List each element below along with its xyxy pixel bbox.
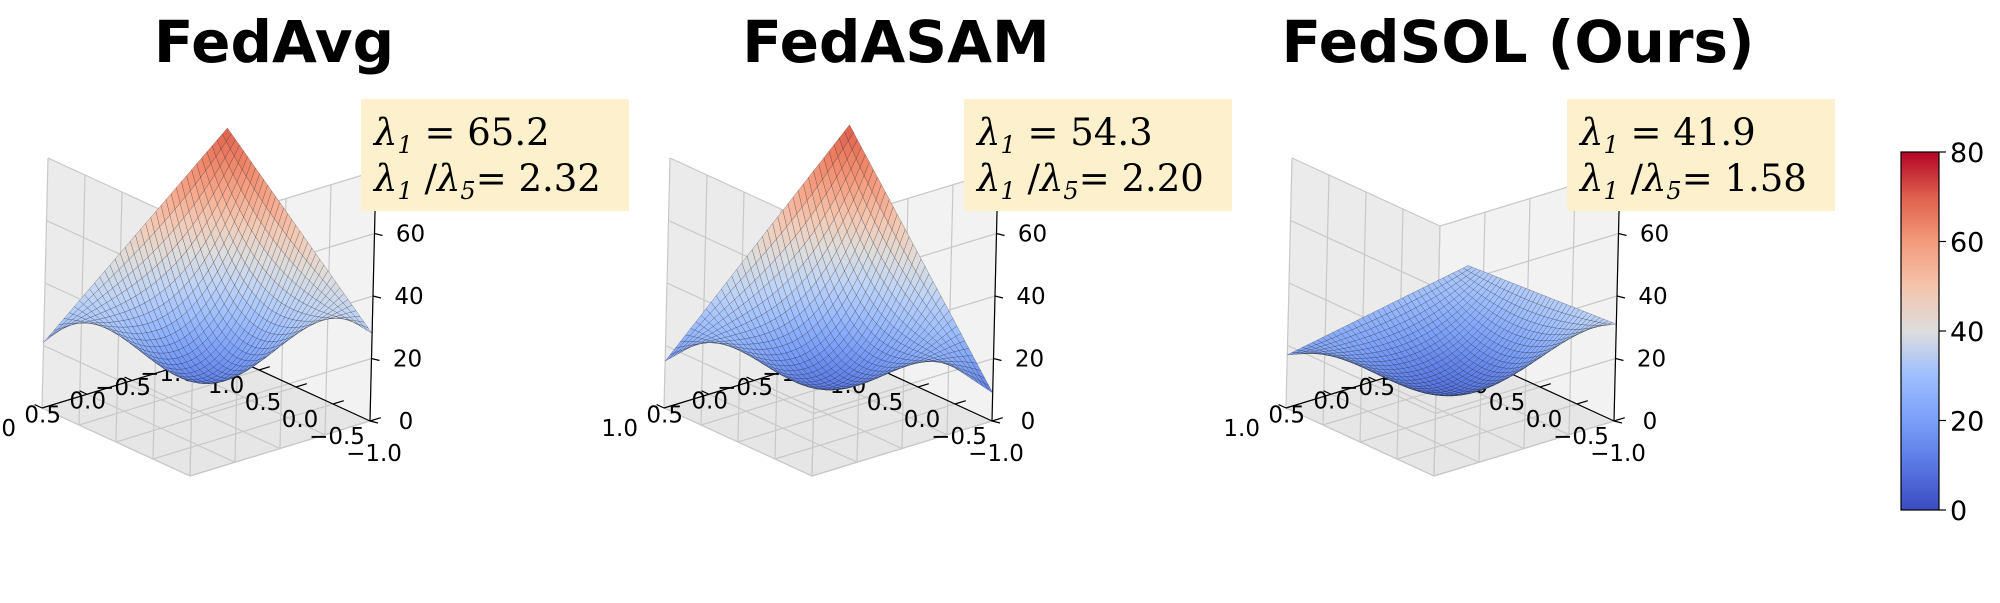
y-tick-label: −0.5	[931, 424, 987, 450]
z-tick-label: 20	[1015, 347, 1044, 373]
grid-line	[189, 420, 371, 477]
y-tick-mark	[746, 376, 755, 382]
z-tick-label: 60	[396, 222, 425, 248]
y-tick-mark	[34, 404, 43, 409]
z-tick-mark	[994, 295, 1004, 299]
panel-fedasam: FedASAM 1.00.50.0−0.5−1.01.00.50.0−0.5−1…	[601, 8, 1232, 477]
x-tick-label: 1.0	[1223, 416, 1260, 442]
grid-line	[811, 420, 993, 477]
z-tick-label: 40	[1016, 284, 1045, 310]
z-tick-label: 20	[1637, 347, 1666, 373]
eigen-annotation-box: λ1 = 41.9 λ1 /λ5= 1.58	[1567, 99, 1835, 211]
colorbar-tick-label: 40	[1950, 317, 1984, 348]
colorbar: 80 60 40 20 0	[1900, 138, 1984, 527]
z-tick-mark	[372, 295, 382, 299]
x-tick-label: 1.0	[0, 416, 16, 442]
grid-line	[663, 407, 813, 477]
y-tick-label: −0.5	[309, 424, 365, 450]
y-tick-mark	[701, 390, 710, 395]
z-tick-label: 20	[393, 347, 422, 373]
z-tick-mark	[993, 357, 1002, 362]
x-tick-mark	[295, 383, 307, 388]
surface-plot	[43, 127, 373, 384]
z-tick-mark	[1618, 232, 1627, 237]
x-tick-label: 0.0	[691, 389, 728, 415]
x-tick-label: −0.5	[95, 375, 151, 401]
z-tick-mark	[1616, 295, 1626, 299]
grid-line	[753, 379, 903, 450]
x-tick-label: 1.0	[601, 416, 638, 442]
grid-line	[43, 344, 192, 415]
annotation-background	[361, 99, 629, 211]
grid-line	[131, 379, 281, 450]
z-tick-label: 0	[399, 409, 414, 435]
colorbar-ticks: 80 60 40 20 0	[1939, 138, 1984, 527]
z-tick-label: 40	[1638, 284, 1667, 310]
panel-fedsol: FedSOL (Ours) 1.00.50.0−0.5−1.01.00.50.0…	[1223, 8, 1835, 477]
x-tick-label: 0.5	[1268, 402, 1305, 428]
surface-patch	[222, 127, 232, 142]
grid-line	[191, 357, 372, 415]
eigen-annotation-box: λ1 = 54.3 λ1 /λ5= 2.20	[964, 99, 1232, 211]
panel-fedavg: FedAvg 1.00.50.0−0.5−1.01.00.50.0−0.5−1.…	[0, 8, 629, 477]
panel-title: FedSOL (Ours)	[1281, 8, 1754, 76]
x-tick-mark	[369, 417, 381, 422]
colorbar-tick-label: 0	[1950, 496, 1967, 527]
y-tick-label: −1.0	[968, 441, 1024, 467]
y-tick-label: −1.0	[346, 441, 402, 467]
x-tick-label: 0.5	[646, 402, 683, 428]
z-tick-mark	[369, 420, 379, 424]
x-tick-mark	[954, 400, 966, 405]
x-tick-label: 0.5	[24, 402, 61, 428]
surface-plot	[664, 124, 993, 394]
z-tick-mark	[371, 357, 380, 362]
x-tick-mark	[258, 366, 270, 371]
lambda1-label: λ1 = 65.2	[372, 111, 550, 159]
y-tick-mark	[656, 404, 665, 409]
z-tick-mark	[996, 232, 1005, 237]
z-tick-label: 60	[1018, 222, 1047, 248]
colorbar-tick-label: 80	[1950, 138, 1984, 169]
colorbar-tick-label: 60	[1950, 228, 1984, 259]
colorbar-tick-label: 20	[1950, 407, 1984, 438]
eigen-ratio-label: λ1 /λ5= 2.32	[372, 157, 601, 205]
z-tick-label: 0	[1643, 409, 1658, 435]
y-tick-mark	[124, 376, 133, 382]
x-tick-label: −0.5	[717, 375, 773, 401]
x-tick-mark	[917, 383, 929, 388]
y-tick-label: 0.5	[245, 390, 282, 416]
z-tick-label: 0	[1021, 409, 1036, 435]
eigen-annotation-box: λ1 = 65.2 λ1 /λ5= 2.32	[361, 99, 629, 211]
z-tick-label: 40	[394, 284, 423, 310]
x-tick-mark	[1613, 417, 1625, 422]
grid-line	[665, 344, 814, 415]
y-tick-label: 0.5	[867, 390, 904, 416]
y-tick-mark	[79, 390, 88, 395]
y-tick-label: 0.0	[904, 407, 941, 433]
z-tick-mark	[991, 420, 1001, 424]
z-tick-mark	[1615, 357, 1624, 362]
x-tick-mark	[991, 417, 1003, 422]
x-tick-mark	[332, 400, 344, 405]
panel-title: FedAvg	[154, 8, 394, 76]
y-tick-label: 0.5	[1489, 390, 1526, 416]
z-tick-label: 60	[1640, 222, 1669, 248]
panel-title: FedASAM	[742, 8, 1049, 76]
x-tick-label: 0.0	[69, 389, 106, 415]
colorbar-gradient	[1900, 151, 1940, 511]
z-tick-mark	[1613, 420, 1623, 424]
y-tick-label: 0.0	[282, 407, 319, 433]
grid-line	[41, 407, 191, 477]
y-tick-label: −1.0	[1590, 441, 1646, 467]
z-tick-mark	[374, 232, 383, 237]
